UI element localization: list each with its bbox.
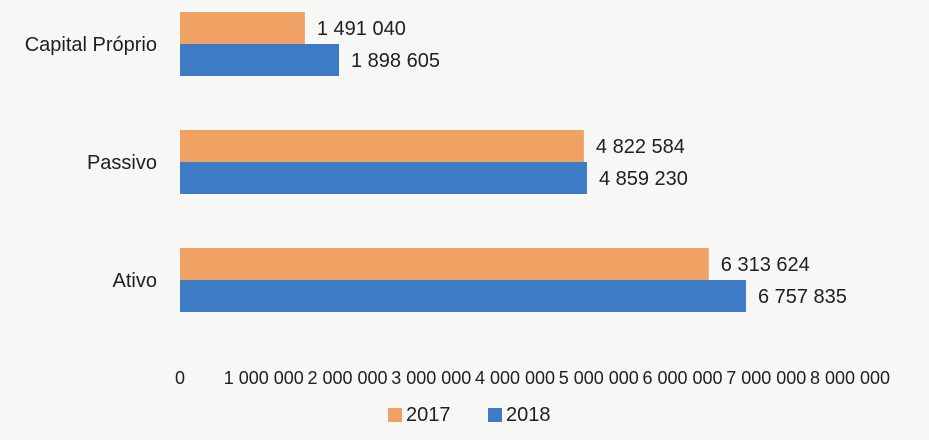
x-tick-label: 3 000 000 <box>391 368 471 388</box>
x-tick-label: 8 000 000 <box>810 368 890 388</box>
x-tick-label: 1 000 000 <box>224 368 304 388</box>
bar-2018-2 <box>180 280 746 312</box>
bar-2017-0 <box>180 12 305 44</box>
category-label: Ativo <box>113 270 157 292</box>
bar-2017-1 <box>180 130 584 162</box>
data-label: 1 898 605 <box>351 50 440 72</box>
data-label: 4 859 230 <box>599 168 688 190</box>
x-tick-label: 0 <box>175 368 185 388</box>
category-label: Capital Próprio <box>25 34 157 56</box>
x-tick-label: 6 000 000 <box>642 368 722 388</box>
legend-label: 2017 <box>406 404 451 426</box>
data-label: 4 822 584 <box>596 136 685 158</box>
x-tick-label: 5 000 000 <box>559 368 639 388</box>
bar-2018-0 <box>180 44 340 76</box>
data-label: 6 757 835 <box>758 286 847 308</box>
x-tick-label: 7 000 000 <box>726 368 806 388</box>
category-label: Passivo <box>87 152 157 174</box>
data-label: 1 491 040 <box>317 18 406 40</box>
data-label: 6 313 624 <box>721 254 810 276</box>
bar-2017-2 <box>180 248 709 280</box>
x-tick-label: 4 000 000 <box>475 368 555 388</box>
legend-label: 2018 <box>506 404 551 426</box>
legend-swatch-2018 <box>488 408 502 422</box>
x-tick-label: 2 000 000 <box>307 368 387 388</box>
legend-swatch-2017 <box>388 408 402 422</box>
bar-2018-1 <box>180 162 587 194</box>
